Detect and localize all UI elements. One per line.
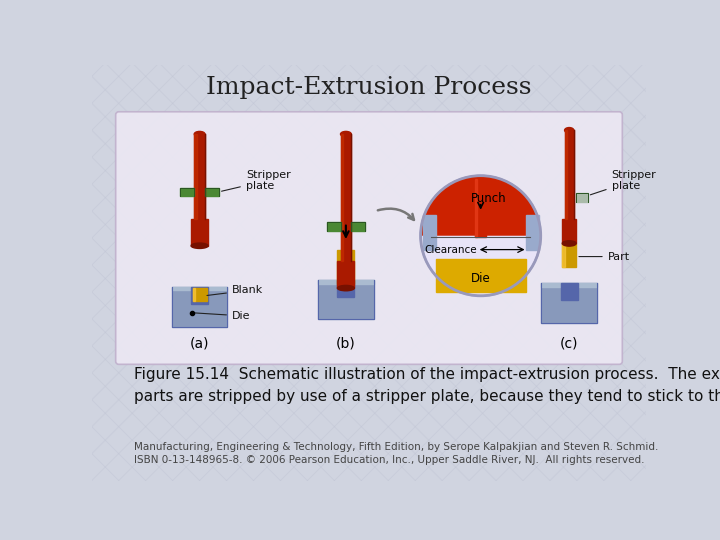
Ellipse shape — [338, 286, 354, 291]
Bar — [436, 259, 526, 292]
Bar — [475, 179, 477, 237]
Wedge shape — [420, 176, 541, 236]
Text: Manufacturing, Engineering & Technology, Fifth Edition, by Serope Kalpakjian and: Manufacturing, Engineering & Technology,… — [134, 442, 659, 453]
Bar — [338, 249, 341, 284]
Bar — [541, 283, 597, 287]
Bar — [564, 130, 574, 219]
Bar — [576, 193, 588, 202]
Text: (c): (c) — [560, 336, 578, 350]
Text: Punch: Punch — [471, 192, 506, 205]
Ellipse shape — [562, 241, 576, 246]
Bar — [351, 249, 354, 284]
Bar — [205, 187, 219, 196]
Bar — [562, 244, 576, 267]
Bar — [341, 134, 351, 261]
Bar — [172, 287, 228, 291]
Bar — [562, 244, 564, 267]
Ellipse shape — [194, 131, 205, 137]
Bar — [194, 134, 205, 219]
Text: Clearance: Clearance — [424, 245, 477, 254]
Bar — [526, 215, 539, 249]
Text: Die: Die — [471, 272, 490, 285]
Bar — [193, 288, 207, 301]
Bar — [318, 280, 374, 319]
Bar — [194, 134, 197, 219]
Ellipse shape — [564, 127, 574, 133]
Bar — [338, 261, 354, 288]
Text: Blank: Blank — [207, 286, 264, 295]
Bar — [193, 288, 195, 301]
Bar — [191, 219, 208, 246]
Bar — [562, 219, 576, 244]
Bar — [327, 222, 341, 231]
Bar — [341, 134, 343, 261]
Text: (b): (b) — [336, 336, 356, 350]
FancyBboxPatch shape — [116, 112, 622, 365]
Ellipse shape — [341, 131, 351, 137]
Bar — [475, 179, 486, 237]
Bar — [351, 222, 365, 231]
Bar — [338, 280, 354, 298]
Bar — [423, 215, 436, 249]
Bar — [561, 283, 577, 300]
Bar — [564, 130, 567, 219]
Ellipse shape — [191, 243, 208, 248]
Bar — [318, 280, 374, 284]
Text: Stripper
plate: Stripper plate — [222, 170, 291, 191]
Text: Part: Part — [579, 252, 630, 261]
Bar — [172, 287, 228, 327]
Text: Impact-Extrusion Process: Impact-Extrusion Process — [206, 76, 532, 99]
Circle shape — [420, 176, 541, 296]
Text: ISBN 0-13-148965-8. © 2006 Pearson Education, Inc., Upper Saddle River, NJ.  All: ISBN 0-13-148965-8. © 2006 Pearson Educa… — [134, 455, 644, 465]
Text: Stripper
plate: Stripper plate — [590, 170, 657, 195]
Bar — [541, 283, 597, 323]
Text: Figure 15.14  Schematic illustration of the impact-extrusion process.  The extru: Figure 15.14 Schematic illustration of t… — [134, 367, 720, 404]
Text: (a): (a) — [190, 336, 210, 350]
Bar — [180, 187, 194, 196]
Bar — [191, 287, 208, 303]
Text: Die: Die — [194, 311, 251, 321]
